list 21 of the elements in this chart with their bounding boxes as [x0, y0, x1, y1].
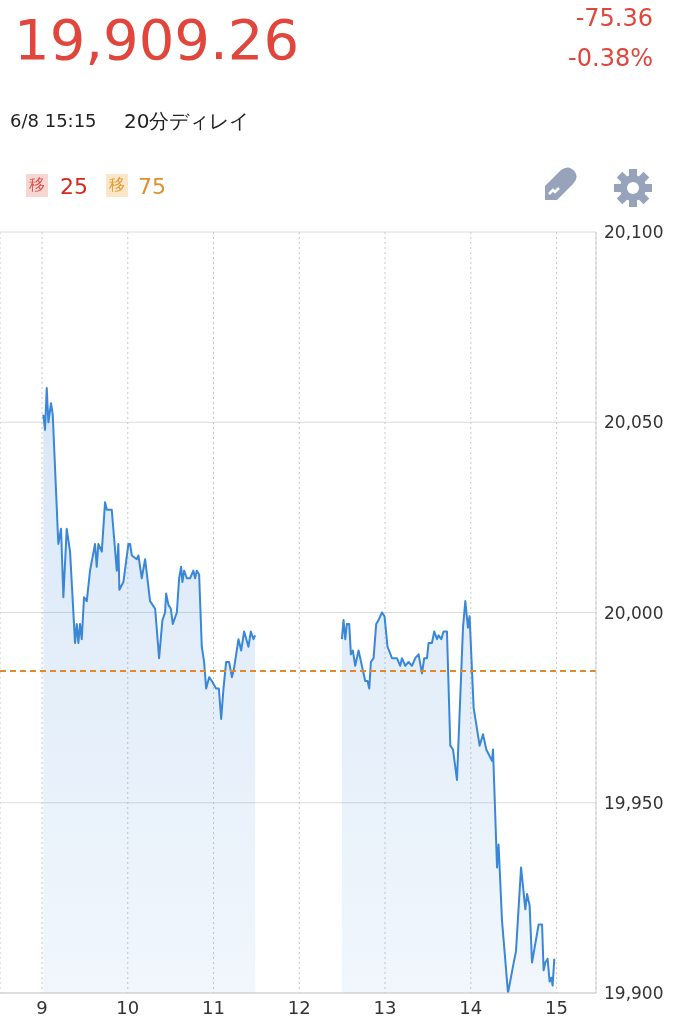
y-tick-label: 19,900: [604, 983, 664, 1004]
text: 75: [138, 174, 166, 199]
x-tick-label: 13: [373, 996, 397, 1018]
text: -75.36: [575, 4, 653, 32]
text: -0.38%: [568, 44, 653, 72]
x-tick-label: 9: [36, 996, 48, 1018]
text: 移: [106, 174, 128, 197]
y-tick-label: 19,950: [604, 792, 664, 813]
x-tick-label: 12: [287, 996, 311, 1018]
chart-title: 19,909.26: [14, 6, 300, 74]
text: 6/8 15:15: [10, 110, 97, 131]
x-tick-label: 11: [202, 996, 225, 1018]
x-tick-label: 14: [459, 996, 483, 1018]
x-tick-label: 15: [545, 996, 569, 1018]
text: 20分ディレイ: [124, 108, 250, 135]
text: 25: [60, 174, 88, 199]
text: 移: [26, 174, 48, 197]
y-tick-label: 20,100: [604, 222, 664, 243]
y-tick-label: 20,000: [604, 602, 664, 623]
x-tick-label: 10: [116, 996, 140, 1018]
y-tick-label: 20,050: [604, 412, 664, 433]
